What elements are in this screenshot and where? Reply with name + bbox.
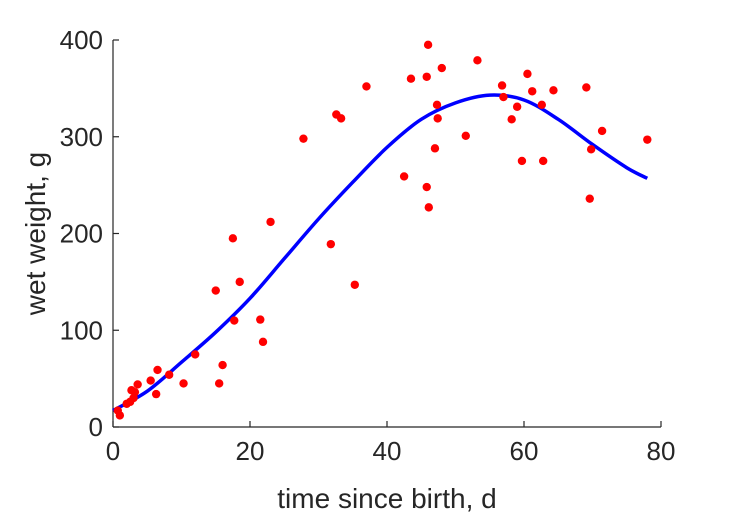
- data-point: [461, 131, 470, 140]
- data-point: [228, 234, 238, 243]
- data-point: [211, 286, 220, 295]
- data-point: [507, 115, 516, 124]
- data-point: [235, 277, 244, 287]
- data-point: [115, 411, 125, 420]
- data-point: [497, 81, 507, 90]
- data-point: [499, 92, 508, 102]
- data-point: [549, 86, 558, 95]
- data-point: [585, 194, 594, 203]
- data-point: [266, 217, 275, 227]
- data-point: [191, 350, 200, 359]
- y-tick-label: 300: [60, 122, 103, 152]
- data-point: [130, 387, 140, 397]
- data-point: [362, 82, 371, 91]
- data-point: [179, 379, 188, 388]
- plot-area: [112, 40, 652, 420]
- data-point: [437, 63, 446, 73]
- data-point: [473, 56, 482, 65]
- data-point: [523, 69, 532, 79]
- data-point: [164, 370, 174, 379]
- data-point: [537, 100, 547, 110]
- x-tick-label: 0: [106, 436, 120, 466]
- data-point: [214, 379, 224, 388]
- data-point: [424, 203, 433, 212]
- y-tick-label: 400: [60, 25, 103, 55]
- x-axis-label: time since birth, d: [277, 483, 496, 514]
- y-axis-label: wet weight, g: [20, 152, 51, 316]
- data-point: [133, 380, 142, 389]
- x-tick-label: 60: [510, 436, 539, 466]
- data-point: [146, 376, 155, 385]
- data-point: [582, 83, 591, 92]
- data-point: [597, 126, 607, 136]
- data-point: [299, 134, 308, 143]
- data-point: [423, 40, 433, 50]
- data-point: [230, 316, 239, 325]
- data-point: [422, 72, 431, 81]
- y-tick-label: 0: [89, 412, 103, 442]
- data-point: [422, 182, 431, 192]
- data-point: [512, 102, 522, 111]
- axes: 0 20 40 60 80 0 100 200 300 400: [60, 25, 676, 466]
- data-point: [433, 114, 442, 123]
- data-point: [528, 87, 537, 96]
- data-point: [399, 172, 409, 181]
- data-point: [406, 74, 416, 83]
- data-point: [218, 360, 227, 370]
- data-point: [256, 315, 265, 324]
- data-point: [643, 135, 652, 144]
- data-point: [151, 389, 161, 399]
- fit-curve: [112, 93, 649, 413]
- data-point: [586, 145, 596, 154]
- x-tick-label: 80: [647, 436, 676, 466]
- data-point: [336, 114, 346, 123]
- y-tick-label: 100: [60, 315, 103, 345]
- data-point: [432, 100, 442, 110]
- data-point: [326, 239, 336, 249]
- x-tick-label: 40: [373, 436, 402, 466]
- data-point: [430, 144, 440, 153]
- data-point: [153, 365, 162, 375]
- data-point: [517, 156, 527, 166]
- y-tick-label: 200: [60, 219, 103, 249]
- data-point: [538, 156, 548, 166]
- data-point: [350, 280, 360, 289]
- data-point: [258, 337, 268, 347]
- x-tick-label: 20: [236, 436, 265, 466]
